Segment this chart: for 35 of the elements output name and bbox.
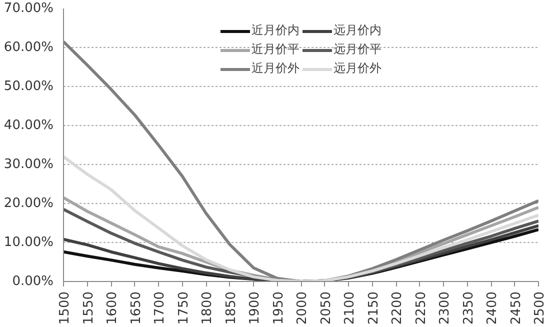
legend-label: 近月价平 [252,41,300,58]
x-tick-label: 1500 [58,291,72,325]
y-tick-label: 70.00% [4,1,54,16]
x-tick-label: 2200 [390,291,405,325]
x-tick-label: 2150 [366,291,382,325]
y-tick-label: 50.00% [4,79,54,94]
x-tick-label: 1950 [271,291,286,325]
legend-label: 远月价内 [334,22,382,39]
x-tick-label: 1750 [176,291,192,325]
x-tick-label: 1850 [224,291,239,325]
x-tick-label: 2300 [438,291,452,325]
x-tick-label: 1900 [248,291,262,325]
y-tick-label: 20.00% [4,196,54,211]
x-tick-label: 2100 [342,291,358,325]
x-tick-label: 1550 [81,291,96,325]
x-tick-label: 2450 [508,291,524,325]
x-tick-label: 1650 [128,291,144,325]
x-tick-label: 1700 [152,291,168,325]
x-tick-label: 2050 [318,291,334,325]
y-tick-label: 30.00% [4,157,54,172]
y-tick-label: 10.00% [4,235,54,250]
legend-label: 近月价内 [252,22,300,39]
legend-label: 远月价外 [334,60,382,77]
x-tick-label: 2350 [461,291,476,325]
y-tick-label: 60.00% [4,40,54,55]
x-tick-label: 1800 [200,291,215,325]
x-tick-label: 2250 [414,291,429,325]
x-tick-label: 2500 [532,291,548,325]
x-tick-label: 1600 [105,291,120,325]
x-tick-label: 2400 [485,291,500,325]
legend-label: 远月价平 [334,41,382,58]
y-tick-label: 40.00% [4,118,54,133]
legend-label: 近月价外 [252,60,300,77]
x-tick-label: 2000 [295,291,310,325]
y-tick-label: 0.00% [12,274,54,289]
